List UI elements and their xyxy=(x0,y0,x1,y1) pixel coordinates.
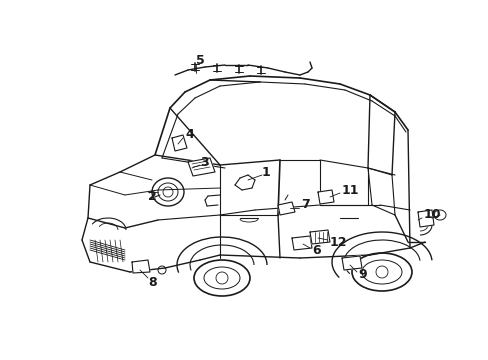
Text: 6: 6 xyxy=(311,243,320,256)
Text: 11: 11 xyxy=(341,184,359,197)
Text: 7: 7 xyxy=(301,198,309,211)
Text: 10: 10 xyxy=(423,208,441,221)
Circle shape xyxy=(375,266,387,278)
Polygon shape xyxy=(341,256,361,270)
Circle shape xyxy=(216,272,227,284)
Polygon shape xyxy=(132,260,150,273)
Text: 1: 1 xyxy=(262,166,270,179)
Polygon shape xyxy=(417,210,433,227)
Text: 9: 9 xyxy=(357,267,366,280)
Polygon shape xyxy=(278,202,294,215)
Polygon shape xyxy=(187,158,215,176)
Text: 12: 12 xyxy=(329,235,347,248)
Polygon shape xyxy=(291,236,311,250)
Text: 5: 5 xyxy=(196,54,204,67)
Text: 8: 8 xyxy=(148,275,156,288)
Polygon shape xyxy=(309,230,329,244)
Polygon shape xyxy=(317,190,333,204)
Text: 3: 3 xyxy=(200,156,208,168)
Polygon shape xyxy=(172,135,186,151)
Text: 2: 2 xyxy=(148,189,157,202)
Text: 4: 4 xyxy=(184,129,193,141)
